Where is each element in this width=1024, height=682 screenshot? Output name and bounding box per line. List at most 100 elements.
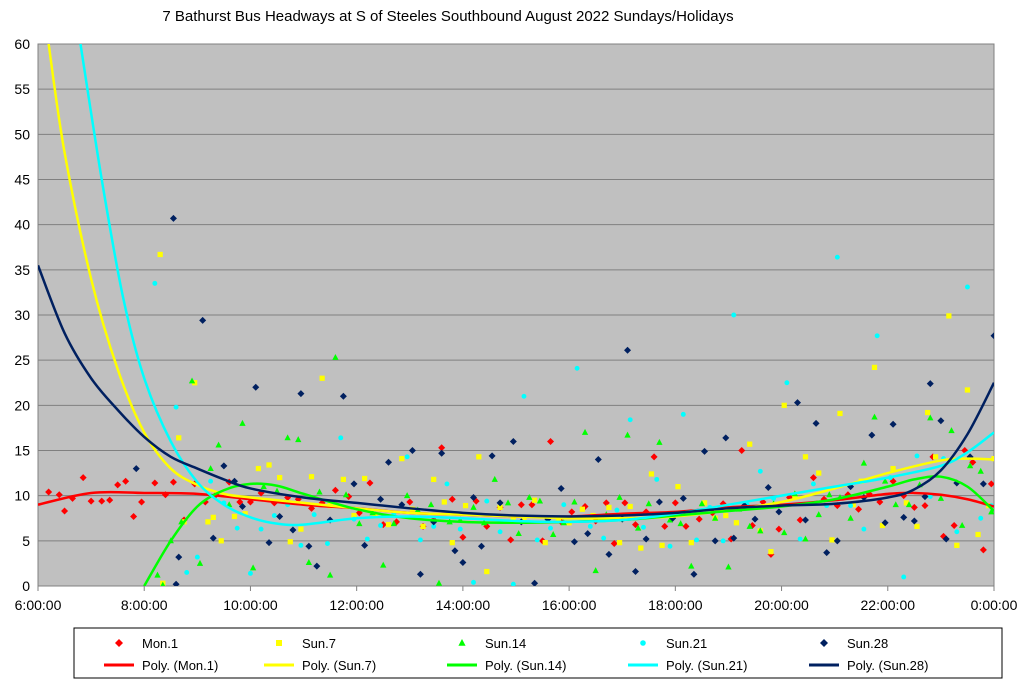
point-sun-14 (871, 413, 878, 420)
point-mon-1 (738, 447, 746, 454)
x-tick-label: 20:00:00 (754, 597, 809, 613)
point-sun-28 (584, 530, 592, 538)
point-sun-14 (966, 462, 974, 469)
point-sun-21 (208, 478, 214, 484)
point-mon-1 (809, 474, 817, 482)
point-sun-21 (484, 498, 490, 504)
point-sun-21 (954, 529, 960, 535)
point-sun-7 (462, 502, 469, 509)
point-sun-28 (910, 517, 918, 525)
legend-label-sun-28: Sun.28 (847, 636, 888, 651)
legend-marker-sun-14 (458, 639, 466, 646)
point-sun-7 (903, 500, 909, 506)
point-sun-7 (255, 465, 262, 472)
point-sun-7 (850, 502, 856, 508)
point-sun-21 (194, 554, 200, 560)
point-sun-7 (287, 539, 293, 545)
point-sun-28 (361, 541, 369, 549)
point-sun-28 (172, 580, 180, 586)
point-sun-28 (632, 568, 639, 576)
point-sun-7 (871, 364, 878, 371)
point-sun-28 (679, 494, 687, 502)
point-sun-21 (247, 570, 253, 576)
point-sun-14 (305, 559, 313, 565)
point-sun-14 (666, 516, 674, 523)
point-sun-28 (801, 516, 809, 524)
point-sun-7 (879, 522, 886, 529)
point-sun-21 (561, 502, 567, 508)
point-sun-7 (648, 471, 655, 477)
point-sun-7 (890, 465, 896, 472)
point-sun-14 (781, 529, 788, 536)
point-mon-1 (114, 481, 122, 489)
point-sun-7 (497, 504, 503, 511)
point-sun-28 (764, 484, 772, 492)
point-sun-7 (954, 542, 960, 548)
point-sun-7 (266, 462, 272, 468)
point-sun-28 (833, 537, 841, 545)
point-sun-14 (316, 488, 323, 495)
point-mon-1 (130, 512, 138, 520)
point-sun-28 (557, 484, 565, 492)
point-sun-21 (694, 537, 700, 543)
point-sun-7 (675, 484, 681, 490)
point-sun-14 (635, 524, 642, 531)
point-sun-21 (627, 417, 633, 423)
point-sun-7 (688, 540, 694, 546)
point-sun-14 (937, 494, 945, 501)
point-sun-7 (205, 519, 211, 525)
legend-marker-sun-21 (640, 640, 646, 646)
point-sun-7 (242, 511, 248, 517)
point-mon-1 (236, 498, 244, 506)
point-mon-1 (331, 486, 339, 494)
point-sun-14 (356, 520, 363, 527)
point-sun-21 (431, 523, 437, 529)
point-sun-14 (948, 427, 955, 434)
point-sun-21 (720, 538, 726, 544)
point-mon-1 (98, 497, 106, 505)
point-mon-1 (695, 515, 703, 523)
x-tick-label: 12:00:00 (329, 597, 384, 613)
point-sun-28 (305, 542, 313, 550)
point-sun-14 (284, 434, 291, 441)
point-mon-1 (122, 477, 130, 485)
point-sun-21 (325, 541, 330, 546)
point-sun-28 (823, 549, 831, 557)
point-sun-21 (378, 523, 384, 528)
point-sun-28 (655, 498, 663, 506)
point-mon-1 (568, 508, 576, 516)
x-tick-label: 0:00:00 (971, 597, 1018, 613)
point-sun-28 (220, 462, 228, 470)
point-sun-14 (207, 465, 214, 472)
point-sun-14 (677, 520, 684, 527)
point-sun-21 (848, 503, 854, 509)
y-tick-label: 55 (14, 81, 30, 97)
point-sun-14 (380, 561, 387, 568)
point-sun-14 (526, 493, 533, 500)
point-sun-7 (816, 470, 822, 476)
point-sun-14 (802, 535, 809, 542)
point-sun-7 (484, 568, 490, 575)
y-tick-label: 15 (14, 443, 30, 459)
point-sun-28 (496, 499, 504, 507)
point-sun-7 (975, 531, 981, 538)
point-sun-7 (606, 504, 612, 511)
point-sun-21 (574, 365, 580, 371)
point-sun-7 (768, 549, 774, 555)
point-sun-14 (342, 491, 350, 498)
point-sun-14 (239, 419, 246, 426)
point-sun-14 (826, 491, 833, 498)
point-mon-1 (448, 495, 456, 503)
point-sun-28 (722, 434, 730, 442)
point-sun-21 (457, 526, 463, 532)
y-tick-label: 60 (14, 36, 30, 52)
point-sun-21 (184, 570, 190, 575)
point-sun-28 (377, 495, 385, 503)
point-sun-28 (942, 535, 950, 543)
point-sun-28 (385, 458, 393, 466)
point-sun-14 (698, 500, 706, 507)
point-sun-7 (157, 251, 163, 258)
point-sun-7 (231, 513, 238, 520)
point-sun-21 (927, 494, 933, 500)
point-sun-14 (656, 438, 663, 445)
